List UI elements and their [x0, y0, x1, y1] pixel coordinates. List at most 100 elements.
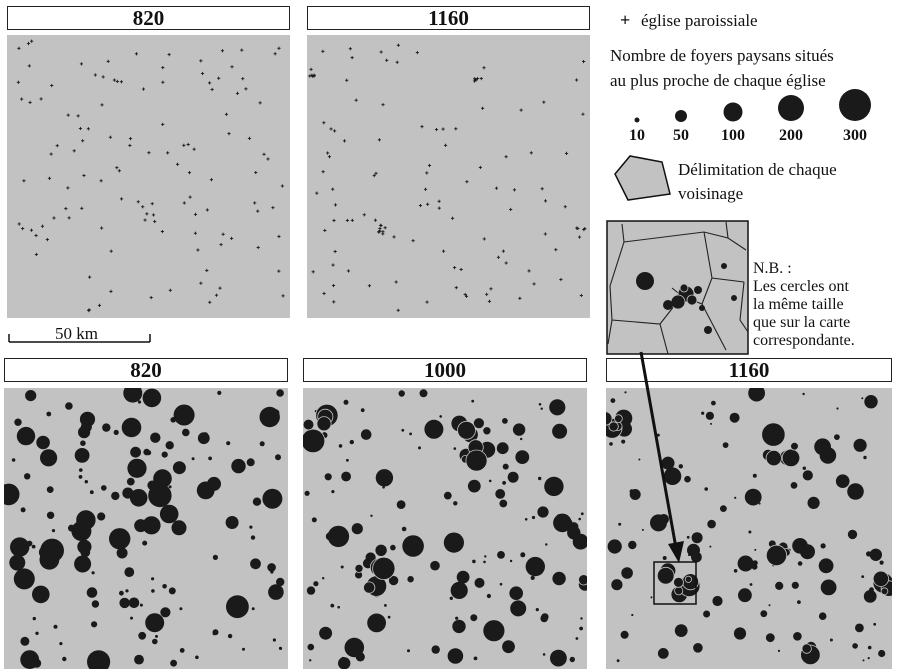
- church-marker: [321, 170, 325, 174]
- household-circle: [684, 575, 693, 583]
- household-circle: [227, 633, 233, 639]
- household-circle: [650, 596, 653, 599]
- household-circle: [520, 437, 523, 441]
- church-marker: [141, 205, 145, 209]
- church-marker: [332, 218, 336, 223]
- household-circle: [354, 563, 364, 573]
- church-marker: [22, 179, 26, 183]
- household-circle: [212, 554, 218, 560]
- household-circle: [102, 423, 111, 432]
- church-marker: [20, 97, 24, 101]
- household-circle: [113, 429, 119, 435]
- household-circle: [693, 643, 703, 653]
- household-circle: [439, 415, 442, 418]
- church-marker: [581, 59, 586, 64]
- church-marker: [543, 199, 548, 203]
- household-circle: [419, 389, 428, 398]
- household-circle: [267, 563, 276, 572]
- church-marker: [247, 136, 252, 140]
- household-circle: [801, 643, 812, 654]
- church-marker: [34, 252, 38, 257]
- household-circle: [251, 607, 255, 611]
- household-circle: [499, 499, 508, 508]
- size-circle-100: [723, 102, 743, 122]
- household-circle: [10, 537, 30, 557]
- household-circle: [343, 399, 349, 405]
- church-marker: [39, 97, 43, 101]
- church-marker: [219, 243, 223, 247]
- household-circle: [424, 419, 444, 439]
- church-marker: [443, 143, 448, 147]
- church-marker: [235, 91, 240, 95]
- household-circle: [553, 513, 572, 533]
- church-marker: [76, 114, 80, 118]
- church-marker: [332, 300, 336, 304]
- household-circle: [792, 631, 803, 642]
- household-circle: [340, 565, 344, 569]
- household-circle: [792, 538, 808, 554]
- household-circle: [869, 548, 882, 561]
- household-circle: [781, 448, 801, 468]
- household-map-1160: [606, 388, 892, 669]
- church-marker: [529, 151, 533, 155]
- household-circle: [704, 326, 712, 334]
- household-circle: [341, 471, 351, 482]
- household-circle: [152, 638, 158, 645]
- household-circle: [791, 581, 799, 589]
- church-marker: [479, 76, 483, 81]
- church-marker: [66, 113, 70, 117]
- household-circle: [142, 540, 148, 546]
- household-circle: [869, 587, 874, 593]
- household-circle: [330, 603, 335, 608]
- church-marker: [583, 227, 587, 231]
- church-marker: [72, 149, 76, 153]
- household-circle: [733, 569, 738, 573]
- household-circle: [360, 429, 372, 440]
- household-circle: [820, 579, 837, 596]
- church-marker: [143, 218, 147, 222]
- household-circle: [819, 447, 837, 464]
- household-circle: [179, 607, 183, 611]
- household-circle: [87, 650, 111, 669]
- household-circle: [631, 613, 634, 617]
- size-label-50: 50: [673, 127, 689, 144]
- household-circle: [861, 575, 865, 578]
- household-circle: [20, 507, 26, 513]
- household-circle: [749, 583, 753, 586]
- church-marker: [559, 277, 563, 282]
- household-circle: [145, 613, 165, 633]
- household-circle: [674, 586, 684, 596]
- church-marker: [377, 138, 381, 142]
- household-circle: [4, 483, 20, 506]
- household-circle: [139, 603, 143, 607]
- household-circle: [758, 502, 761, 505]
- household-map-820-layer: [4, 388, 285, 669]
- church-marker: [34, 233, 38, 238]
- household-circle: [729, 412, 740, 423]
- household-circle: [124, 567, 135, 577]
- household-circle: [138, 631, 147, 640]
- household-circle: [484, 555, 487, 558]
- household-circle: [512, 423, 526, 436]
- church-marker: [554, 248, 558, 252]
- household-circle: [861, 397, 864, 400]
- note-line-2: Les cercles ont: [753, 278, 849, 295]
- household-circle: [502, 463, 509, 470]
- household-circle: [409, 432, 412, 436]
- household-circle: [20, 636, 30, 646]
- household-circle: [765, 633, 775, 643]
- scale-bar: [8, 334, 151, 343]
- household-circle: [553, 431, 559, 436]
- church-marker: [55, 144, 59, 148]
- church-marker: [437, 199, 441, 203]
- household-circle: [127, 458, 147, 478]
- church-marker: [345, 218, 349, 223]
- household-circle: [86, 587, 98, 598]
- church-marker: [474, 78, 478, 82]
- household-circle: [867, 657, 870, 660]
- household-circle: [663, 300, 673, 310]
- household-circle: [71, 521, 92, 541]
- household-circle: [474, 577, 485, 588]
- household-circle: [621, 567, 633, 579]
- note-line-1: N.B. :: [753, 260, 792, 277]
